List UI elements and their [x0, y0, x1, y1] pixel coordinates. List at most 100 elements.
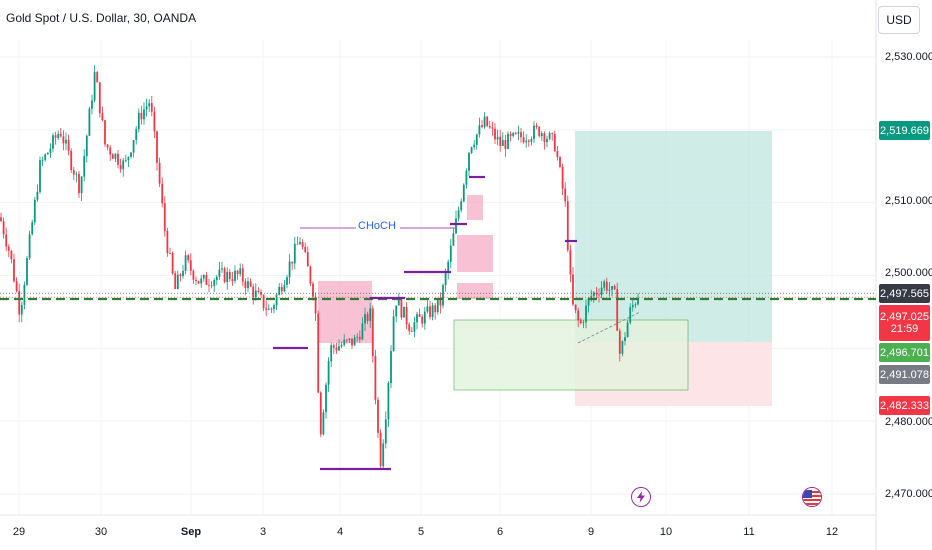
candle-body — [223, 268, 226, 283]
candle-body — [275, 294, 278, 306]
candle-body — [483, 116, 486, 127]
candle-body — [520, 132, 522, 138]
candle-body — [57, 133, 60, 138]
candle-body — [403, 306, 405, 318]
candle-body — [572, 274, 574, 305]
candle-body — [494, 128, 496, 140]
candle-body — [478, 125, 481, 135]
candle-body — [353, 337, 356, 346]
fvg-zone — [467, 195, 483, 220]
x-tick-label: 6 — [496, 526, 504, 538]
candle-body — [122, 160, 125, 170]
candle-body — [569, 249, 572, 275]
us-flag-icon[interactable] — [802, 487, 822, 507]
candle-body — [306, 252, 309, 267]
candle-body — [46, 152, 49, 155]
candle-body — [543, 133, 546, 143]
candle-body — [130, 152, 132, 157]
candle-body — [496, 136, 499, 140]
candle-body — [611, 286, 613, 290]
x-tick-label: 3 — [259, 526, 267, 538]
candle-body — [462, 184, 465, 202]
candle-body — [143, 109, 145, 120]
candle-body — [358, 336, 361, 340]
candle-body — [65, 139, 67, 144]
candle-body — [530, 139, 533, 142]
candle-body — [44, 154, 47, 160]
supply-zone — [318, 281, 372, 343]
candle-body — [553, 134, 556, 152]
candle-body — [382, 443, 385, 467]
currency-button[interactable]: USD — [878, 6, 920, 34]
candle-body — [473, 144, 476, 148]
candle-body — [293, 243, 296, 264]
candle-body — [5, 234, 8, 247]
candle-body — [522, 137, 525, 143]
grid — [0, 0, 877, 550]
candle-body — [31, 222, 34, 235]
candle-body — [504, 140, 507, 149]
candle-body — [431, 305, 434, 318]
candle-body — [304, 247, 307, 253]
lightning-icon[interactable] — [631, 487, 651, 507]
candle-body — [91, 100, 93, 109]
candle-body — [20, 304, 23, 315]
candle-body — [101, 113, 104, 121]
last-price: 2,497.025 — [880, 311, 929, 323]
candle-body — [468, 152, 470, 171]
price-badge-last: 2,497.025 21:59 — [879, 305, 930, 341]
candle-body — [416, 314, 418, 323]
choch-label: CHoCH — [356, 220, 398, 232]
candle-body — [559, 157, 561, 167]
candle-body — [418, 314, 421, 317]
price-badge-low: 2,491.078 — [879, 365, 930, 384]
candle-body — [236, 270, 239, 275]
candle-body — [280, 287, 283, 292]
candle-body — [312, 283, 314, 297]
target-zone — [575, 131, 772, 342]
candle-body — [145, 106, 148, 110]
candle-body — [226, 271, 229, 283]
candle-body — [301, 242, 304, 248]
candle-body — [551, 133, 554, 135]
candle-body — [241, 268, 244, 282]
us-flag-glyph — [803, 488, 821, 506]
candle-body — [140, 112, 143, 120]
candle-body — [421, 316, 424, 324]
candle-body — [117, 153, 119, 165]
candle-body — [465, 170, 468, 185]
candle-body — [603, 281, 606, 288]
y-tick-label: 2,530.000 — [885, 51, 932, 63]
candle-body — [267, 308, 270, 310]
levels — [0, 175, 876, 471]
candle-body — [408, 324, 411, 332]
candle-body — [621, 341, 624, 354]
candle-body — [215, 276, 218, 281]
candle-body — [600, 287, 603, 296]
candle-body — [535, 125, 538, 127]
x-tick-label: 10 — [659, 526, 673, 538]
candle-body — [252, 286, 255, 298]
candle-body — [41, 159, 44, 161]
y-tick-label: 2,500.000 — [885, 267, 932, 279]
candle-body — [218, 269, 221, 277]
candle-body — [228, 271, 231, 280]
x-tick-label: 5 — [417, 526, 425, 538]
candle-body — [330, 345, 333, 362]
candle-body — [80, 176, 83, 194]
candle-body — [486, 116, 489, 127]
candle-body — [59, 133, 62, 137]
candle-body — [317, 313, 320, 393]
candle-body — [205, 274, 208, 285]
candle-body — [447, 261, 450, 273]
candle-body — [202, 274, 205, 279]
candle-body — [517, 132, 520, 134]
fvg-zone — [457, 283, 493, 299]
candle-body — [257, 290, 260, 293]
candle-body — [613, 286, 616, 290]
candle-body — [481, 125, 483, 127]
candle-body — [187, 255, 190, 261]
candle-body — [278, 287, 281, 295]
candle-body — [174, 273, 177, 290]
